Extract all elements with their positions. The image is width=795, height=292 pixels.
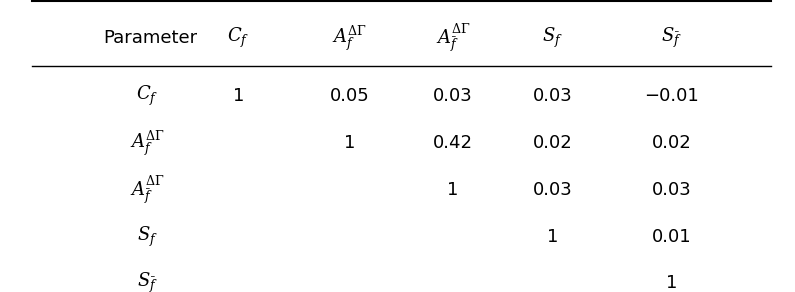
Text: 1: 1 bbox=[547, 227, 558, 246]
Text: $C_f$: $C_f$ bbox=[136, 84, 158, 108]
Text: 1: 1 bbox=[233, 87, 244, 105]
Text: Parameter: Parameter bbox=[103, 29, 197, 47]
Text: $S_f$: $S_f$ bbox=[542, 26, 563, 50]
Text: $A_f^{\Delta\Gamma}$: $A_f^{\Delta\Gamma}$ bbox=[130, 128, 165, 158]
Text: 0.02: 0.02 bbox=[652, 134, 692, 152]
Text: 1: 1 bbox=[666, 274, 677, 292]
Text: 0.02: 0.02 bbox=[533, 134, 572, 152]
Text: $S_{\bar{f}}$: $S_{\bar{f}}$ bbox=[137, 271, 157, 292]
Text: 1: 1 bbox=[344, 134, 355, 152]
Text: 0.01: 0.01 bbox=[652, 227, 692, 246]
Text: 0.03: 0.03 bbox=[433, 87, 473, 105]
Text: 0.03: 0.03 bbox=[533, 87, 572, 105]
Text: $A_{\bar{f}}^{\Delta\Gamma}$: $A_{\bar{f}}^{\Delta\Gamma}$ bbox=[436, 22, 471, 54]
Text: −0.01: −0.01 bbox=[645, 87, 699, 105]
Text: 0.03: 0.03 bbox=[533, 181, 572, 199]
Text: $A_{\bar{f}}^{\Delta\Gamma}$: $A_{\bar{f}}^{\Delta\Gamma}$ bbox=[130, 174, 165, 206]
Text: $A_f^{\Delta\Gamma}$: $A_f^{\Delta\Gamma}$ bbox=[332, 23, 367, 53]
Text: $S_{\bar{f}}$: $S_{\bar{f}}$ bbox=[661, 26, 682, 50]
Text: 0.05: 0.05 bbox=[330, 87, 370, 105]
Text: 0.03: 0.03 bbox=[652, 181, 692, 199]
Text: $S_f$: $S_f$ bbox=[137, 225, 157, 248]
Text: 0.42: 0.42 bbox=[433, 134, 473, 152]
Text: 1: 1 bbox=[448, 181, 459, 199]
Text: $C_f$: $C_f$ bbox=[227, 26, 250, 50]
